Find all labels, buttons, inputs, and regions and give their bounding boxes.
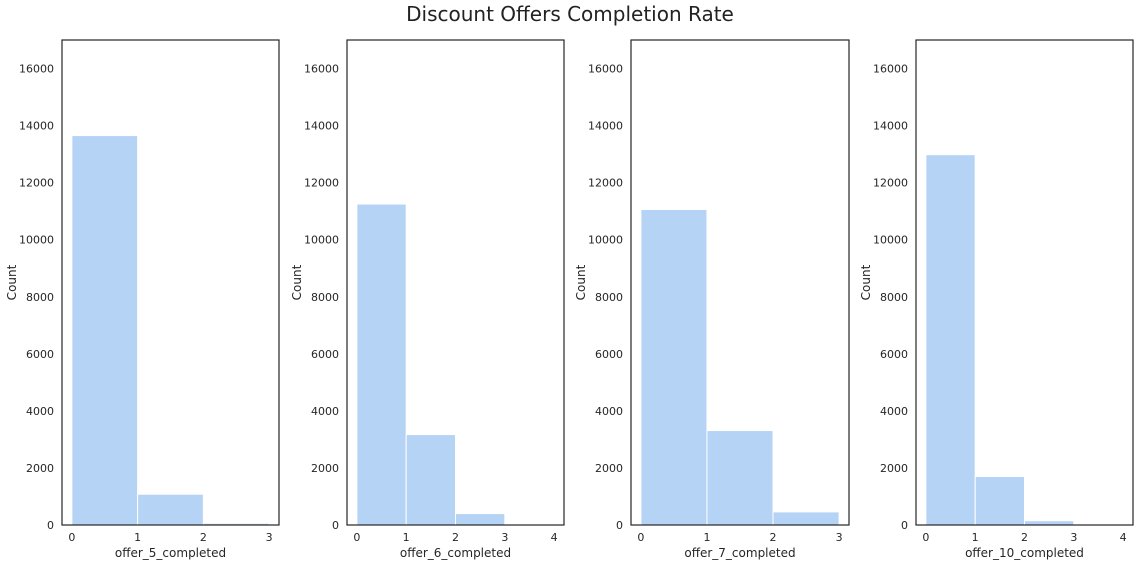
x-tick-label: 3 bbox=[266, 531, 273, 544]
y-tick-label: 14000 bbox=[873, 120, 908, 133]
histogram-bar bbox=[71, 135, 139, 526]
subplot-2: 0 2000 4000 6000 8000 10000 12000 14000 16000 0 1 2… bbox=[290, 39, 565, 560]
y-tick-label: 10000 bbox=[304, 234, 339, 247]
x-tick-label: 0 bbox=[637, 531, 644, 544]
subplot-4: 0 2000 4000 6000 8000 10000 12000 14000 16000 0 1 2… bbox=[859, 39, 1134, 560]
histogram-bar bbox=[1024, 520, 1075, 526]
y-tick-label: 16000 bbox=[19, 63, 54, 76]
histogram-bar bbox=[772, 511, 840, 526]
y-tick-label: 16000 bbox=[588, 63, 623, 76]
plot-frame bbox=[915, 39, 1134, 526]
plot-frame bbox=[630, 39, 850, 526]
y-axis-label: Count bbox=[859, 264, 873, 300]
y-tick-label: 12000 bbox=[873, 177, 908, 190]
x-tick-label: 4 bbox=[551, 531, 558, 544]
y-tick-label: 8000 bbox=[880, 291, 908, 304]
y-tick-label: 6000 bbox=[880, 348, 908, 361]
plot-frame bbox=[346, 39, 565, 526]
x-tick-label: 0 bbox=[922, 531, 929, 544]
x-tick-label: 2 bbox=[200, 531, 207, 544]
x-tick-label: 2 bbox=[452, 531, 459, 544]
x-tick-label: 1 bbox=[403, 531, 410, 544]
x-tick-label: 0 bbox=[68, 531, 75, 544]
x-axis-label: offer_7_completed bbox=[684, 546, 795, 560]
y-tick-label: 8000 bbox=[311, 291, 339, 304]
histogram-bar bbox=[356, 203, 407, 526]
y-tick-label: 2000 bbox=[880, 462, 908, 475]
y-tick-label: 14000 bbox=[304, 120, 339, 133]
x-tick-label: 0 bbox=[353, 531, 360, 544]
x-tick-label: 4 bbox=[1120, 531, 1127, 544]
x-tick-label: 2 bbox=[1021, 531, 1028, 544]
y-tick-label: 8000 bbox=[595, 291, 623, 304]
x-tick-label: 3 bbox=[501, 531, 508, 544]
subplot-3: 0 2000 4000 6000 8000 10000 12000 14000 16000 0 1 2… bbox=[574, 39, 850, 560]
y-tick-label: 4000 bbox=[311, 405, 339, 418]
x-axis-label: offer_6_completed bbox=[400, 546, 511, 560]
y-tick-label: 12000 bbox=[588, 177, 623, 190]
x-tick-label: 2 bbox=[770, 531, 777, 544]
y-tick-label: 10000 bbox=[588, 234, 623, 247]
y-tick-label: 0 bbox=[901, 519, 908, 532]
subplot-1: 0 2000 4000 6000 8000 10000 12000 14000 16000 0 1 2… bbox=[5, 39, 280, 560]
x-tick-label: 3 bbox=[836, 531, 843, 544]
histogram-bar bbox=[640, 208, 708, 526]
histogram-bar bbox=[706, 430, 774, 526]
y-tick-label: 16000 bbox=[873, 63, 908, 76]
y-tick-label: 2000 bbox=[311, 462, 339, 475]
y-tick-label: 2000 bbox=[595, 462, 623, 475]
plot-frame bbox=[61, 39, 280, 526]
y-tick-label: 6000 bbox=[311, 348, 339, 361]
y-tick-label: 0 bbox=[616, 519, 623, 532]
y-tick-label: 4000 bbox=[595, 405, 623, 418]
histogram-bar bbox=[455, 513, 506, 526]
y-axis-label: Count bbox=[290, 264, 304, 300]
y-tick-label: 10000 bbox=[873, 234, 908, 247]
y-tick-label: 12000 bbox=[304, 177, 339, 190]
y-tick-label: 0 bbox=[47, 519, 54, 532]
x-axis-label: offer_10_completed bbox=[965, 546, 1084, 560]
y-axis-label: Count bbox=[5, 264, 19, 300]
y-tick-label: 14000 bbox=[19, 120, 54, 133]
x-tick-label: 1 bbox=[972, 531, 979, 544]
x-tick-label: 1 bbox=[703, 531, 710, 544]
y-tick-label: 0 bbox=[332, 519, 339, 532]
y-tick-label: 4000 bbox=[26, 405, 54, 418]
histogram-bar bbox=[974, 476, 1026, 526]
y-tick-label: 8000 bbox=[26, 291, 54, 304]
histogram-bar bbox=[405, 434, 457, 526]
y-tick-label: 16000 bbox=[304, 63, 339, 76]
y-tick-label: 10000 bbox=[19, 234, 54, 247]
y-tick-label: 14000 bbox=[588, 120, 623, 133]
y-tick-label: 2000 bbox=[26, 462, 54, 475]
x-tick-label: 1 bbox=[134, 531, 141, 544]
y-axis-label: Count bbox=[574, 264, 588, 300]
y-tick-label: 6000 bbox=[595, 348, 623, 361]
histogram-bar bbox=[925, 154, 976, 526]
y-tick-label: 4000 bbox=[880, 405, 908, 418]
y-tick-label: 12000 bbox=[19, 177, 54, 190]
x-axis-label: offer_5_completed bbox=[115, 546, 226, 560]
y-tick-label: 6000 bbox=[26, 348, 54, 361]
figure-title: Discount Offers Completion Rate bbox=[406, 2, 734, 26]
x-tick-label: 3 bbox=[1070, 531, 1077, 544]
histogram-bar bbox=[137, 493, 204, 526]
